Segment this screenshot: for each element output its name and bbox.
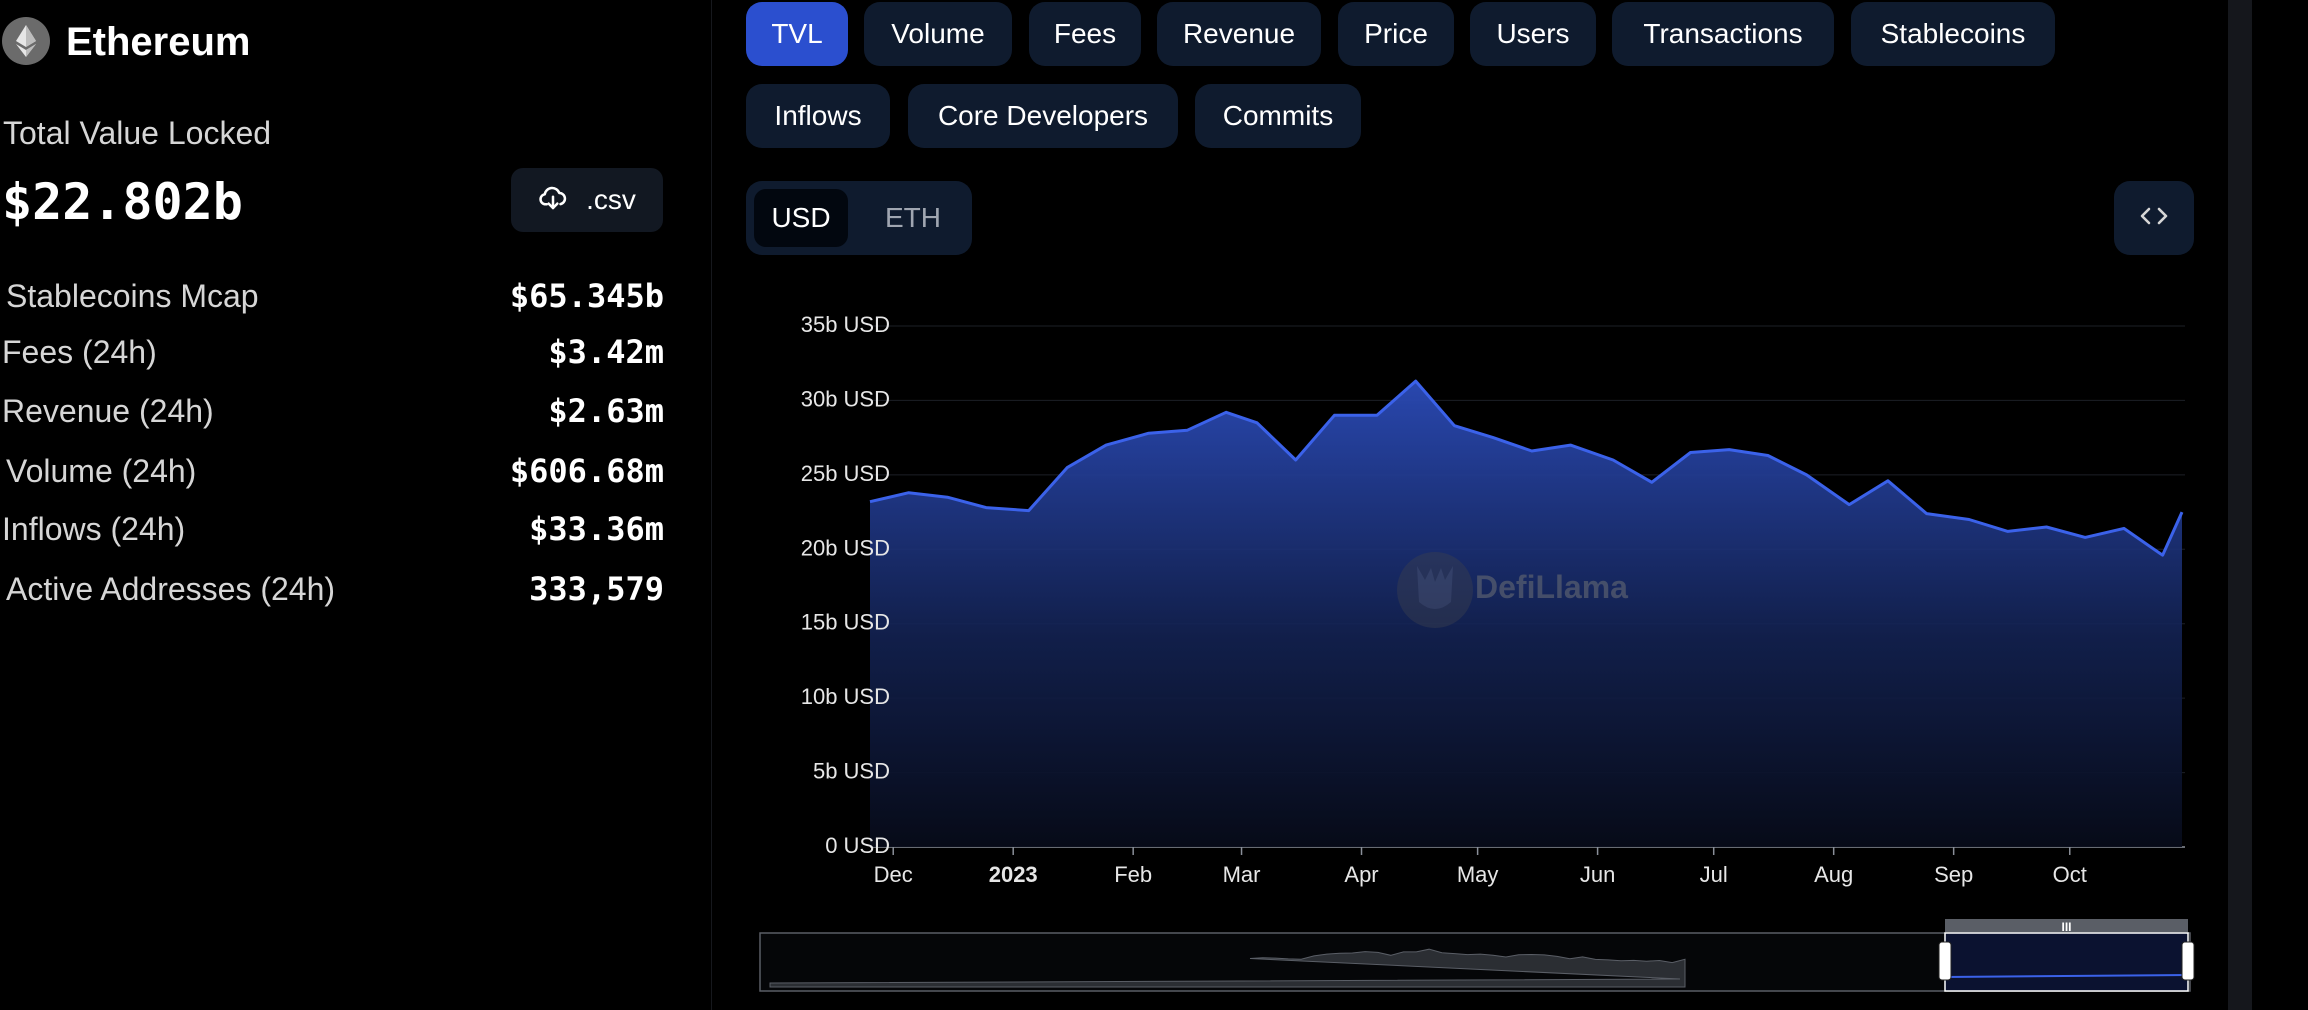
ethereum-logo-icon [2, 17, 50, 65]
y-tick-label: 15b USD [801, 610, 890, 635]
tab-revenue[interactable]: Revenue [1157, 2, 1321, 66]
tab-core-developers[interactable]: Core Developers [908, 84, 1178, 148]
stat-value: $2.63m [548, 392, 664, 430]
x-tick-label: May [1457, 862, 1499, 887]
cloud-download-icon [538, 183, 568, 218]
stat-label: Stablecoins Mcap [6, 278, 259, 314]
chain-name: Ethereum [66, 20, 251, 64]
tab-price[interactable]: Price [1338, 2, 1454, 66]
y-tick-label: 0 USD [825, 833, 890, 858]
currency-option-usd[interactable]: USD [754, 189, 848, 247]
tab-stablecoins[interactable]: Stablecoins [1851, 2, 2055, 66]
stat-row-volume: Volume (24h) $606.68m [0, 446, 664, 496]
chart-area-layer [869, 379, 2184, 847]
x-tick-label: Jul [1700, 862, 1728, 887]
navigator-selection [1944, 932, 2189, 992]
navigator-handle-right [2181, 941, 2195, 981]
currency-option-eth[interactable]: ETH [885, 202, 941, 233]
tab-transactions[interactable]: Transactions [1612, 2, 1834, 66]
stat-value: $3.42m [548, 333, 664, 371]
tab-tvl[interactable]: TVL [746, 2, 848, 66]
tab-commits[interactable]: Commits [1195, 84, 1361, 148]
y-tick-label: 30b USD [801, 386, 890, 411]
stat-row-active-addresses: Active Addresses (24h) 333,579 [0, 564, 664, 614]
tvl-value: $22.802b [2, 173, 243, 231]
stat-row-revenue: Revenue (24h) $2.63m [0, 386, 664, 436]
tab-users[interactable]: Users [1470, 2, 1596, 66]
series-line [869, 379, 2184, 557]
navigator-grip: III [2061, 920, 2071, 934]
watermark-text: DefiLlama [1475, 569, 1628, 605]
y-tick-label: 25b USD [801, 461, 890, 486]
stat-label: Revenue (24h) [2, 393, 214, 429]
stat-label: Active Addresses (24h) [6, 571, 336, 607]
navigator-handle-left [1938, 941, 1952, 981]
y-tick-label: 35b USD [801, 312, 890, 337]
code-brackets-icon [2137, 204, 2171, 233]
stat-value: $33.36m [529, 510, 664, 548]
tab-fees[interactable]: Fees [1029, 2, 1141, 66]
x-tick-label: Sep [1934, 862, 1973, 887]
x-tick-label: Oct [2053, 862, 2087, 887]
stat-label: Fees (24h) [2, 334, 157, 370]
x-tick-label: Dec [874, 862, 913, 887]
navigator-drag-bar [1945, 919, 2188, 932]
navigator-selection-line [1944, 974, 2189, 978]
page-scrollbar[interactable] [2228, 0, 2252, 1010]
watermark: DefiLlama [1397, 552, 1628, 628]
tvl-label: Total Value Locked [3, 115, 272, 151]
stat-value: 333,579 [529, 570, 664, 608]
navigator-overview [769, 948, 1686, 988]
tvl-chart: DefiLlama 0 USD 5b USD 10b USD 15b USD 20b U… [759, 312, 2195, 992]
stat-value: $65.345b [509, 277, 664, 315]
x-tick-label: Apr [1344, 862, 1378, 887]
y-tick-label: 10b USD [801, 684, 890, 709]
embed-chart-button[interactable] [2114, 181, 2194, 255]
stat-row-stablecoins-mcap: Stablecoins Mcap $65.345b [0, 271, 664, 321]
tab-inflows[interactable]: Inflows [746, 84, 890, 148]
x-tick-label: 2023 [989, 862, 1038, 887]
x-tick-label: Feb [1114, 862, 1152, 887]
chart-axes: 0 USD 5b USD 10b USD 15b USD 20b USD 25b USD 3… [801, 312, 2087, 887]
range-navigator[interactable]: III [759, 919, 2195, 992]
stat-row-inflows: Inflows (24h) $33.36m [0, 504, 664, 554]
stat-value: $606.68m [509, 452, 664, 490]
y-tick-label: 20b USD [801, 535, 890, 560]
x-tick-label: Mar [1223, 862, 1261, 887]
chain-overview-panel: Ethereum Total Value Locked $22.802b .cs… [0, 0, 712, 1010]
stat-label: Volume (24h) [6, 453, 197, 489]
stat-label: Inflows (24h) [2, 511, 186, 547]
y-tick-label: 5b USD [813, 759, 890, 784]
tab-volume[interactable]: Volume [864, 2, 1012, 66]
stat-row-fees: Fees (24h) $3.42m [0, 327, 664, 377]
series-area [870, 381, 2182, 847]
x-tick-label: Aug [1814, 862, 1853, 887]
csv-button-label: .csv [586, 184, 636, 215]
download-csv-button[interactable]: .csv [511, 168, 663, 232]
x-tick-label: Jun [1580, 862, 1615, 887]
currency-toggle: USD ETH [746, 181, 972, 255]
